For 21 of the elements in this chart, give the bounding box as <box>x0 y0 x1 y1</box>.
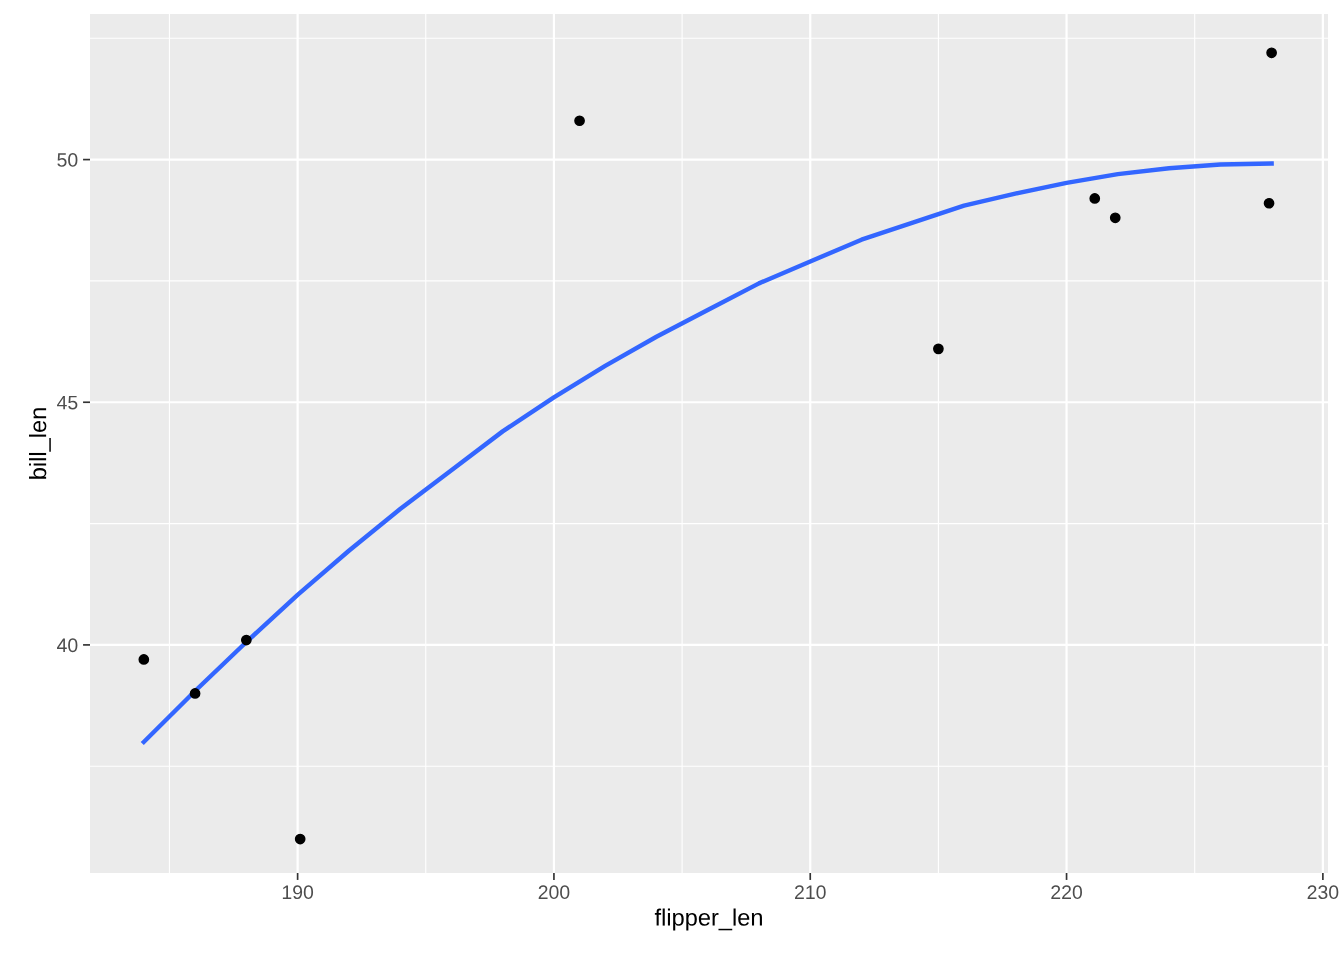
x-tick-label: 190 <box>282 885 314 900</box>
point <box>1109 212 1121 224</box>
x-tick-label: 210 <box>795 885 826 900</box>
point <box>1266 47 1277 59</box>
point <box>294 833 306 845</box>
point <box>1089 193 1101 204</box>
point <box>138 654 150 665</box>
point <box>189 688 201 699</box>
point <box>574 115 585 127</box>
y-tick-label: 50 <box>57 153 78 167</box>
y-tick-label: 45 <box>57 395 78 410</box>
x-axis-title: flipper_len <box>654 908 762 931</box>
y-axis-title: bill_len <box>29 408 51 479</box>
x-tick-label: 220 <box>1051 885 1083 900</box>
y-tick-label: 40 <box>57 638 78 653</box>
x-tick-label: 230 <box>1307 885 1339 900</box>
point <box>933 343 944 355</box>
line-series <box>141 161 1274 745</box>
point <box>240 634 252 646</box>
x-tick-label: 200 <box>538 885 570 900</box>
point <box>1263 197 1275 209</box>
